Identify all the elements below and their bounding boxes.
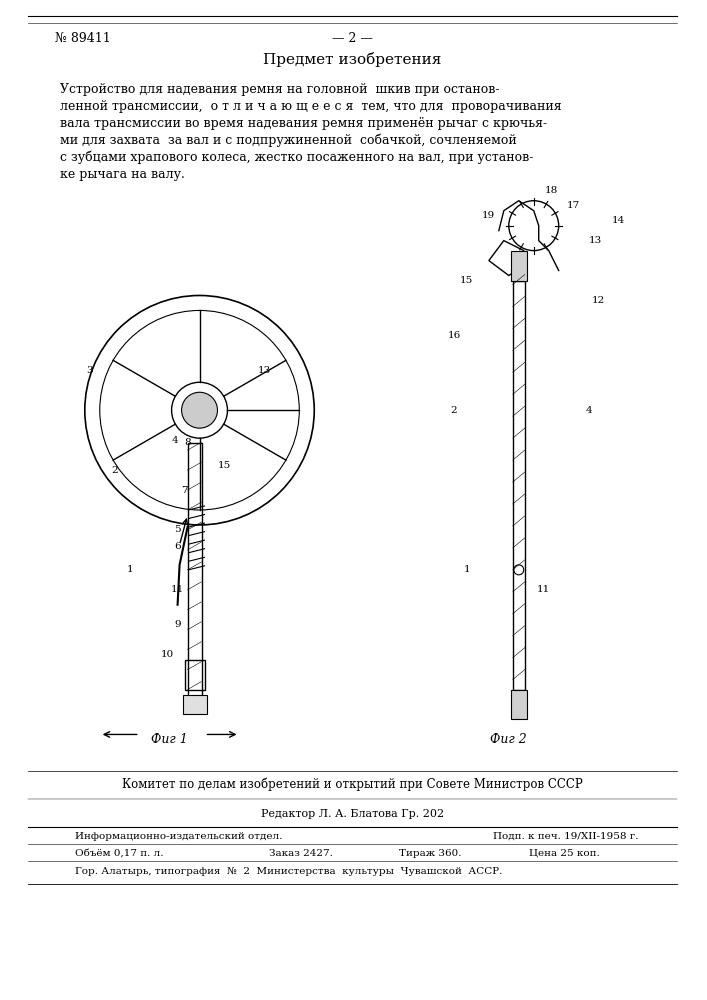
Text: с зубцами храпового колеса, жестко посаженного на вал, при установ-: с зубцами храпового колеса, жестко посаж…: [60, 151, 533, 164]
Text: Цена 25 коп.: Цена 25 коп.: [529, 849, 600, 858]
Text: 4: 4: [585, 406, 592, 415]
Text: 2: 2: [112, 466, 118, 475]
Text: вала трансмиссии во время надевания ремня применён рычаг с крючья-: вала трансмиссии во время надевания ремн…: [60, 117, 547, 130]
Bar: [182, 695, 206, 714]
Text: ке рычага на валу.: ке рычага на валу.: [60, 168, 185, 181]
Text: 11: 11: [537, 585, 550, 594]
Text: — 2 —: — 2 —: [332, 32, 373, 45]
Text: Редактор Л. А. Блатова Гр. 202: Редактор Л. А. Блатова Гр. 202: [261, 809, 444, 819]
Text: 13: 13: [258, 366, 271, 375]
Text: 15: 15: [218, 461, 231, 470]
Text: 13: 13: [589, 236, 602, 245]
Text: Устройство для надевания ремня на головной  шкив при останов-: Устройство для надевания ремня на головн…: [60, 83, 499, 96]
Bar: [510, 690, 527, 719]
Text: 19: 19: [482, 211, 496, 220]
Text: Предмет изобретения: Предмет изобретения: [263, 52, 441, 67]
Text: 3: 3: [86, 366, 93, 375]
Text: ленной трансмиссии,  о т л и ч а ю щ е е с я  тем, что для  проворачивания: ленной трансмиссии, о т л и ч а ю щ е е …: [60, 100, 561, 113]
Text: 14: 14: [612, 216, 625, 225]
Text: 15: 15: [460, 276, 474, 285]
Bar: [513, 281, 525, 690]
Circle shape: [182, 392, 218, 428]
Text: Фиг 1: Фиг 1: [151, 733, 188, 746]
Bar: [185, 660, 204, 690]
Text: Заказ 2427.: Заказ 2427.: [269, 849, 333, 858]
Text: 1: 1: [127, 565, 133, 574]
Text: 9: 9: [174, 620, 181, 629]
Text: ми для захвата  за вал и с подпружиненной  собачкой, сочленяемой: ми для захвата за вал и с подпружиненной…: [60, 134, 517, 147]
Text: Информационно-издательский отдел.: Информационно-издательский отдел.: [75, 832, 282, 841]
Text: Объём 0,17 п. л.: Объём 0,17 п. л.: [75, 849, 163, 858]
Text: 10: 10: [161, 650, 174, 659]
Text: Комитет по делам изобретений и открытий при Совете Министров СССР: Комитет по делам изобретений и открытий …: [122, 778, 583, 791]
Text: 16: 16: [448, 331, 460, 340]
Text: 5: 5: [174, 525, 181, 534]
Text: 12: 12: [592, 296, 605, 305]
Text: Подп. к печ. 19/XII-1958 г.: Подп. к печ. 19/XII-1958 г.: [493, 832, 638, 841]
Text: 2: 2: [450, 406, 457, 415]
Text: 6: 6: [174, 542, 181, 551]
Text: 4: 4: [171, 436, 178, 445]
Bar: [510, 251, 527, 281]
Text: Гор. Алатырь, типография  №  2  Министерства  культуры  Чувашской  АССР.: Гор. Алатырь, типография № 2 Министерств…: [75, 867, 502, 876]
Text: № 89411: № 89411: [55, 32, 110, 45]
Text: 1: 1: [464, 565, 470, 574]
Text: 17: 17: [567, 201, 580, 210]
Text: Тираж 360.: Тираж 360.: [399, 849, 462, 858]
Text: 8: 8: [185, 438, 191, 447]
Text: 11: 11: [171, 585, 185, 594]
Text: 18: 18: [545, 186, 559, 195]
Text: 7: 7: [181, 486, 188, 495]
Text: Фиг 2: Фиг 2: [491, 733, 527, 746]
Bar: [187, 443, 201, 700]
